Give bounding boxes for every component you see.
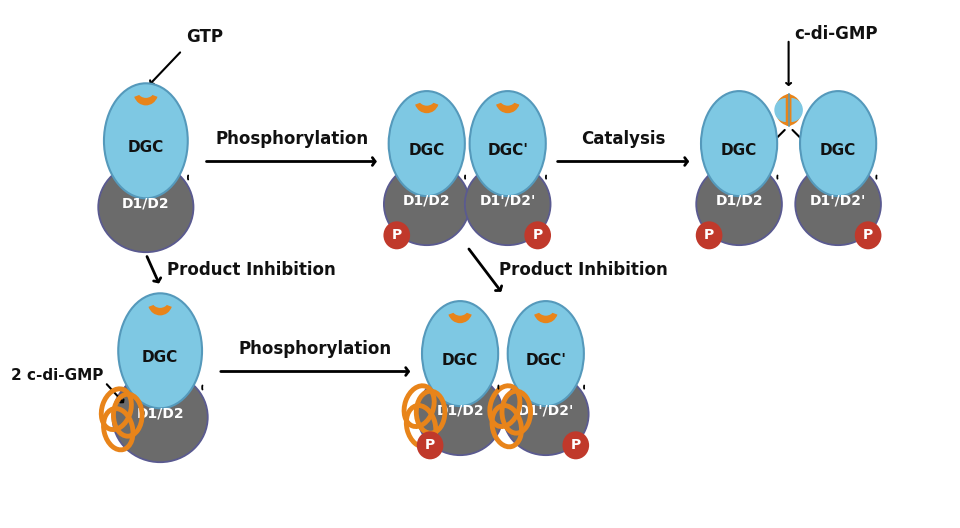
Text: D1'/D2': D1'/D2' — [810, 193, 866, 207]
Circle shape — [417, 431, 444, 459]
Wedge shape — [419, 96, 435, 106]
Ellipse shape — [503, 373, 588, 455]
Ellipse shape — [384, 163, 469, 245]
Text: D1/D2: D1/D2 — [403, 193, 450, 207]
Ellipse shape — [696, 163, 782, 245]
Text: P: P — [863, 228, 874, 242]
Text: DGC': DGC' — [487, 143, 528, 158]
Wedge shape — [152, 298, 168, 308]
Ellipse shape — [98, 162, 194, 252]
Ellipse shape — [118, 293, 202, 408]
Ellipse shape — [465, 163, 550, 245]
Text: DGC': DGC' — [525, 353, 566, 368]
Text: P: P — [533, 228, 542, 242]
Ellipse shape — [469, 91, 546, 196]
Wedge shape — [499, 96, 516, 106]
Text: P: P — [570, 438, 581, 452]
Wedge shape — [452, 306, 468, 316]
Text: D1/D2: D1/D2 — [136, 406, 184, 420]
Text: D1'/D2': D1'/D2' — [517, 403, 574, 417]
Ellipse shape — [508, 301, 584, 406]
Text: DGC: DGC — [409, 143, 444, 158]
Ellipse shape — [104, 83, 188, 199]
Circle shape — [563, 431, 589, 459]
Wedge shape — [134, 92, 157, 106]
Wedge shape — [415, 100, 439, 113]
Text: c-di-GMP: c-di-GMP — [794, 25, 877, 43]
Text: DGC: DGC — [442, 353, 478, 368]
Ellipse shape — [800, 91, 876, 196]
Text: P: P — [425, 438, 435, 452]
Text: P: P — [392, 228, 402, 242]
Circle shape — [854, 221, 881, 249]
Text: DGC: DGC — [142, 350, 179, 365]
Text: Product Inhibition: Product Inhibition — [167, 261, 336, 279]
Text: Product Inhibition: Product Inhibition — [499, 261, 668, 279]
Text: 2 c-di-GMP: 2 c-di-GMP — [11, 367, 103, 383]
Text: Phosphorylation: Phosphorylation — [239, 340, 392, 357]
Text: GTP: GTP — [186, 29, 223, 46]
Wedge shape — [496, 100, 519, 113]
Ellipse shape — [389, 91, 465, 196]
Circle shape — [383, 221, 410, 249]
Ellipse shape — [701, 91, 778, 196]
Circle shape — [696, 221, 723, 249]
Ellipse shape — [422, 301, 498, 406]
Text: D1'/D2': D1'/D2' — [479, 193, 536, 207]
Text: DGC: DGC — [721, 143, 757, 158]
Wedge shape — [137, 88, 155, 98]
Wedge shape — [775, 98, 785, 122]
Wedge shape — [786, 94, 802, 126]
Wedge shape — [791, 98, 803, 122]
Text: D1/D2: D1/D2 — [436, 403, 484, 417]
Circle shape — [524, 221, 551, 249]
Text: DGC: DGC — [128, 140, 164, 155]
Wedge shape — [776, 94, 790, 126]
Text: P: P — [704, 228, 714, 242]
Ellipse shape — [112, 372, 207, 462]
Wedge shape — [538, 306, 554, 316]
Text: D1/D2: D1/D2 — [715, 193, 763, 207]
Text: DGC: DGC — [162, 332, 199, 347]
Ellipse shape — [418, 373, 503, 455]
Text: D1/D2: D1/D2 — [122, 196, 170, 210]
Text: DGC: DGC — [820, 143, 856, 158]
Wedge shape — [448, 310, 471, 323]
Ellipse shape — [795, 163, 881, 245]
Text: Catalysis: Catalysis — [581, 129, 665, 147]
Text: Phosphorylation: Phosphorylation — [215, 129, 369, 147]
Wedge shape — [534, 310, 558, 323]
Wedge shape — [149, 303, 172, 315]
